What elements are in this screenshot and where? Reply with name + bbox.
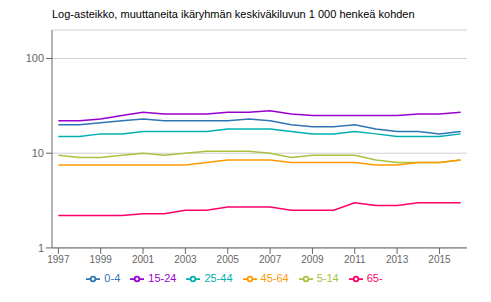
svg-text:1999: 1999 — [90, 254, 113, 265]
html-text:0-4: 0-4 — [104, 271, 121, 284]
svg-text:2005: 2005 — [217, 254, 240, 265]
svg-text:2009: 2009 — [301, 254, 324, 265]
html-text:5-14: 5-14 — [316, 271, 339, 284]
html-text:25-44: 25-44 — [204, 271, 233, 284]
svg-text:100: 100 — [26, 52, 44, 64]
html-text:Log-asteikko, muuttaneita ikär: Log-asteikko, muuttaneita ikäryhmän kesk… — [52, 8, 415, 20]
html-text:15-24: 15-24 — [148, 271, 177, 284]
svg-text:2011: 2011 — [344, 254, 366, 265]
svg-text:10: 10 — [32, 147, 44, 159]
svg-text:2003: 2003 — [174, 254, 197, 265]
svg-text:2001: 2001 — [132, 254, 155, 265]
svg-text:1997: 1997 — [47, 254, 70, 265]
html-text:65-: 65- — [366, 271, 383, 284]
svg-text:2015: 2015 — [428, 254, 451, 265]
svg-text:1: 1 — [38, 242, 44, 254]
svg-text:2013: 2013 — [386, 254, 409, 265]
html-text:45-64: 45-64 — [260, 271, 289, 284]
svg-text:2007: 2007 — [259, 254, 282, 265]
